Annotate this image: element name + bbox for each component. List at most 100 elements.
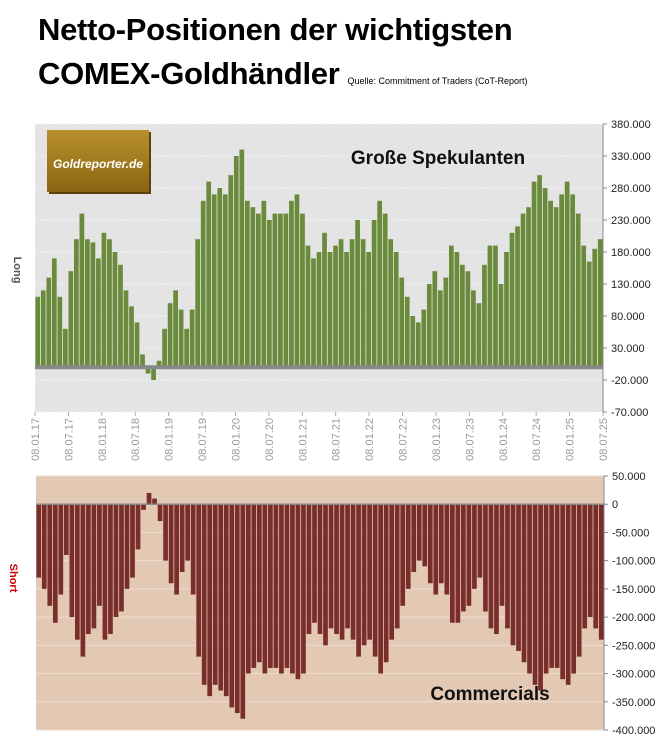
bar — [108, 504, 113, 635]
logo-box — [47, 130, 149, 192]
x-tick-label: 08.07.20 — [264, 418, 276, 461]
bar — [90, 242, 96, 368]
bar — [361, 504, 367, 646]
bar — [466, 504, 472, 606]
bar — [520, 213, 526, 368]
bar — [289, 200, 294, 368]
bar — [196, 504, 202, 657]
x-tick-label: 08.01.22 — [364, 418, 376, 461]
bar — [262, 504, 268, 674]
bar — [560, 504, 565, 680]
bar — [284, 504, 290, 668]
bar — [317, 504, 323, 635]
bar — [272, 213, 278, 368]
x-tick-label: 08.07.24 — [531, 418, 543, 461]
y-tick-label: -50.000 — [612, 527, 649, 539]
chart-title-line2: COMEX-Goldhändler Quelle: Commitment of T… — [38, 56, 528, 92]
bar — [499, 504, 505, 606]
bar — [532, 504, 538, 685]
x-tick-label: 08.01.24 — [498, 418, 510, 461]
x-tick-label: 08.07.18 — [130, 418, 142, 461]
bar — [140, 354, 145, 368]
bar — [86, 504, 91, 635]
bar — [559, 194, 564, 368]
bar — [157, 504, 163, 522]
y-tick-label: 80.000 — [611, 311, 645, 323]
bar — [444, 504, 450, 595]
y-tick-label: 0 — [612, 499, 618, 511]
bar — [526, 207, 531, 368]
bar — [146, 492, 152, 505]
bar — [244, 200, 250, 368]
bar — [206, 181, 212, 368]
bar — [201, 504, 207, 685]
bar — [449, 504, 455, 623]
bar — [455, 504, 461, 623]
bar — [278, 213, 283, 368]
x-tick-label: 08.07.22 — [398, 418, 410, 461]
bar — [75, 504, 80, 640]
y-tick-label: 380.000 — [611, 119, 651, 131]
bar — [411, 504, 417, 572]
bar — [152, 498, 157, 505]
bar — [129, 306, 134, 368]
bar — [229, 504, 235, 708]
y-tick-label: -70.000 — [611, 407, 648, 419]
bar — [85, 239, 90, 368]
bar — [162, 328, 167, 368]
bar — [515, 226, 520, 368]
y-tick-label: 330.000 — [611, 151, 651, 163]
bar — [355, 220, 360, 368]
bar — [141, 504, 146, 510]
bar — [345, 504, 350, 629]
bar — [63, 504, 69, 556]
bar — [80, 504, 86, 657]
bar — [350, 504, 356, 640]
bar — [212, 504, 218, 685]
bar — [366, 252, 371, 368]
bar — [311, 258, 316, 368]
bar — [268, 504, 273, 668]
bar — [438, 504, 444, 584]
y-tick-label: -250.000 — [612, 640, 655, 652]
bar — [112, 252, 118, 368]
bar — [57, 296, 63, 368]
bar — [240, 504, 246, 719]
bar — [250, 207, 256, 368]
bar — [488, 504, 494, 629]
bar — [190, 504, 196, 595]
bar — [482, 264, 487, 368]
source-note: Quelle: Commitment of Traders (CoT-Repor… — [347, 76, 528, 86]
bar — [134, 322, 140, 368]
bar — [123, 290, 129, 368]
bar — [74, 239, 79, 368]
bar — [338, 239, 344, 368]
bar — [394, 504, 400, 629]
bar — [306, 504, 312, 635]
bar — [195, 239, 201, 368]
bar — [333, 245, 338, 368]
bar — [46, 277, 52, 368]
bar — [322, 232, 327, 368]
bar — [448, 245, 454, 368]
chart-title-line1: Netto-Positionen der wichtigsten — [38, 12, 513, 47]
bar — [185, 504, 191, 561]
y-tick-label: -20.000 — [611, 375, 648, 387]
bar — [167, 303, 173, 368]
bar — [223, 504, 229, 697]
bar — [69, 504, 75, 618]
bar — [360, 239, 366, 368]
series-title: Commercials — [430, 684, 549, 705]
bar — [432, 271, 438, 368]
bar — [228, 175, 234, 368]
bar — [443, 277, 449, 368]
bar — [404, 296, 410, 368]
bar — [437, 290, 443, 368]
bar — [301, 504, 306, 674]
x-tick-label: 08.07.23 — [464, 418, 476, 461]
bar — [476, 303, 482, 368]
bar — [460, 264, 465, 368]
x-tick-label: 08.07.21 — [331, 418, 343, 461]
bar — [531, 181, 537, 368]
bar — [156, 360, 162, 368]
